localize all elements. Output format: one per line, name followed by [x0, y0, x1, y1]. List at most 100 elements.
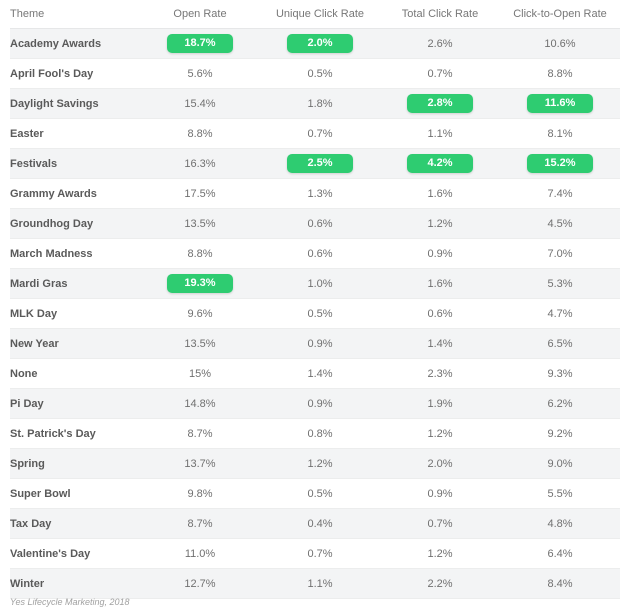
table-row: Festivals16.3% 2.5% 4.2% 15.2%	[10, 149, 620, 179]
theme-cell: Mardi Gras	[10, 269, 140, 299]
table-row: Groundhog Day13.5%0.6%1.2%4.5%	[10, 209, 620, 239]
metric-cell: 0.5%	[260, 59, 380, 89]
metrics-table: Theme Open Rate Unique Click Rate Total …	[10, 0, 620, 599]
metric-cell: 1.6%	[380, 269, 500, 299]
metric-cell: 0.9%	[260, 389, 380, 419]
table-row: Pi Day14.8%0.9%1.9%6.2%	[10, 389, 620, 419]
footnote: Yes Lifecycle Marketing, 2018	[10, 597, 620, 607]
metric-cell: 0.9%	[380, 479, 500, 509]
metric-cell: 6.2%	[500, 389, 620, 419]
table-header-row: Theme Open Rate Unique Click Rate Total …	[10, 0, 620, 29]
metric-cell: 5.6%	[140, 59, 260, 89]
table-row: Valentine's Day11.0%0.7%1.2%6.4%	[10, 539, 620, 569]
theme-cell: MLK Day	[10, 299, 140, 329]
metric-cell: 4.7%	[500, 299, 620, 329]
theme-cell: Pi Day	[10, 389, 140, 419]
metric-cell: 1.4%	[380, 329, 500, 359]
table-row: Mardi Gras19.3%1.0%1.6%5.3%	[10, 269, 620, 299]
table-container: Theme Open Rate Unique Click Rate Total …	[0, 0, 630, 611]
metric-cell: 9.2%	[500, 419, 620, 449]
metric-cell: 18.7%	[140, 29, 260, 59]
col-header-unique-click-rate: Unique Click Rate	[260, 0, 380, 29]
metric-cell: 13.5%	[140, 329, 260, 359]
highlight-pill: 15.2%	[527, 154, 593, 173]
table-row: Daylight Savings15.4%1.8% 2.8% 11.6%	[10, 89, 620, 119]
metric-cell: 1.2%	[380, 209, 500, 239]
metric-cell: 2.8%	[380, 89, 500, 119]
table-row: New Year13.5%0.9%1.4%6.5%	[10, 329, 620, 359]
metric-cell: 2.0%	[260, 29, 380, 59]
col-header-theme: Theme	[10, 0, 140, 29]
metric-cell: 0.6%	[380, 299, 500, 329]
metric-cell: 16.3%	[140, 149, 260, 179]
table-row: Grammy Awards17.5%1.3%1.6%7.4%	[10, 179, 620, 209]
table-body: Academy Awards18.7%2.0%2.6%10.6%April Fo…	[10, 29, 620, 599]
metric-cell: 11.6%	[500, 89, 620, 119]
metric-cell: 13.7%	[140, 449, 260, 479]
metric-cell: 0.7%	[380, 59, 500, 89]
metric-cell: 11.0%	[140, 539, 260, 569]
highlight-pill: 2.5%	[287, 154, 353, 173]
metric-cell: 0.5%	[260, 479, 380, 509]
highlight-pill: 18.7%	[167, 34, 233, 53]
col-header-click-to-open-rate: Click-to-Open Rate	[500, 0, 620, 29]
metric-cell: 2.6%	[380, 29, 500, 59]
metric-cell: 2.3%	[380, 359, 500, 389]
table-row: Academy Awards18.7%2.0%2.6%10.6%	[10, 29, 620, 59]
theme-cell: Daylight Savings	[10, 89, 140, 119]
table-row: MLK Day9.6%0.5%0.6%4.7%	[10, 299, 620, 329]
table-row: Easter8.8%0.7%1.1%8.1%	[10, 119, 620, 149]
theme-cell: Tax Day	[10, 509, 140, 539]
metric-cell: 1.8%	[260, 89, 380, 119]
theme-cell: March Madness	[10, 239, 140, 269]
metric-cell: 14.8%	[140, 389, 260, 419]
theme-cell: Groundhog Day	[10, 209, 140, 239]
table-row: April Fool's Day5.6%0.5%0.7%8.8%	[10, 59, 620, 89]
metric-cell: 8.4%	[500, 569, 620, 599]
metric-cell: 12.7%	[140, 569, 260, 599]
metric-cell: 6.5%	[500, 329, 620, 359]
highlight-pill: 19.3%	[167, 274, 233, 293]
metric-cell: 9.3%	[500, 359, 620, 389]
metric-cell: 8.7%	[140, 509, 260, 539]
metric-cell: 1.3%	[260, 179, 380, 209]
metric-cell: 0.6%	[260, 239, 380, 269]
metric-cell: 17.5%	[140, 179, 260, 209]
theme-cell: Winter	[10, 569, 140, 599]
metric-cell: 0.9%	[380, 239, 500, 269]
metric-cell: 2.0%	[380, 449, 500, 479]
theme-cell: Spring	[10, 449, 140, 479]
highlight-pill: 2.0%	[287, 34, 353, 53]
table-row: None15%1.4%2.3%9.3%	[10, 359, 620, 389]
theme-cell: Easter	[10, 119, 140, 149]
metric-cell: 2.5%	[260, 149, 380, 179]
metric-cell: 0.9%	[260, 329, 380, 359]
metric-cell: 6.4%	[500, 539, 620, 569]
metric-cell: 1.4%	[260, 359, 380, 389]
metric-cell: 9.0%	[500, 449, 620, 479]
metric-cell: 1.9%	[380, 389, 500, 419]
metric-cell: 5.5%	[500, 479, 620, 509]
metric-cell: 0.7%	[380, 509, 500, 539]
metric-cell: 1.2%	[260, 449, 380, 479]
metric-cell: 15.2%	[500, 149, 620, 179]
metric-cell: 1.1%	[260, 569, 380, 599]
metric-cell: 8.8%	[140, 119, 260, 149]
metric-cell: 8.8%	[500, 59, 620, 89]
metric-cell: 0.5%	[260, 299, 380, 329]
metric-cell: 0.8%	[260, 419, 380, 449]
metric-cell: 1.2%	[380, 539, 500, 569]
metric-cell: 10.6%	[500, 29, 620, 59]
theme-cell: St. Patrick's Day	[10, 419, 140, 449]
metric-cell: 4.2%	[380, 149, 500, 179]
metric-cell: 1.1%	[380, 119, 500, 149]
highlight-pill: 2.8%	[407, 94, 473, 113]
metric-cell: 8.7%	[140, 419, 260, 449]
metric-cell: 13.5%	[140, 209, 260, 239]
metric-cell: 5.3%	[500, 269, 620, 299]
theme-cell: None	[10, 359, 140, 389]
metric-cell: 2.2%	[380, 569, 500, 599]
theme-cell: Festivals	[10, 149, 140, 179]
metric-cell: 7.4%	[500, 179, 620, 209]
metric-cell: 15.4%	[140, 89, 260, 119]
